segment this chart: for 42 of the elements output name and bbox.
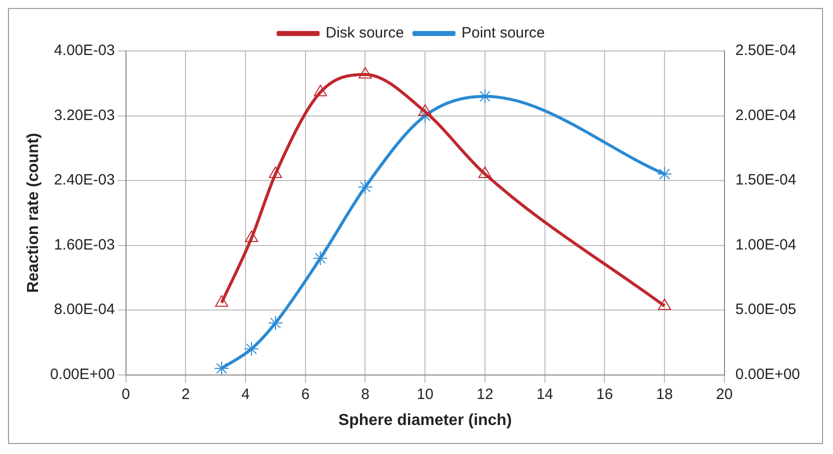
y-tick-label: 3.20E-03 bbox=[54, 106, 115, 124]
y2-tick-label: 2.50E-04 bbox=[735, 42, 796, 60]
y-axis-title: Reaction rate (count) bbox=[25, 132, 42, 293]
x-tick-label: 10 bbox=[416, 386, 434, 403]
x-tick-label: 14 bbox=[536, 386, 554, 403]
point bbox=[268, 315, 283, 330]
point bbox=[657, 166, 672, 182]
y2-tick-label: 1.00E-04 bbox=[735, 236, 796, 254]
y-tick-label: 1.60E-03 bbox=[54, 236, 115, 254]
x-tick-label: 18 bbox=[656, 386, 673, 403]
y2-tick-label: 1.50E-04 bbox=[735, 172, 796, 189]
point bbox=[214, 360, 230, 375]
point bbox=[312, 250, 328, 266]
point bbox=[244, 230, 258, 242]
y2-tick-label: 0.00E+00 bbox=[735, 366, 800, 383]
point bbox=[314, 84, 327, 96]
x-tick-label: 16 bbox=[596, 386, 613, 403]
point bbox=[358, 66, 372, 78]
point bbox=[358, 179, 373, 194]
x-tick-label: 12 bbox=[476, 386, 494, 403]
x-tick-label: 6 bbox=[301, 386, 310, 403]
x-tick-label: 20 bbox=[716, 386, 733, 403]
x-tick-label: 8 bbox=[361, 386, 370, 403]
point bbox=[268, 166, 282, 178]
x-tick-label: 0 bbox=[122, 386, 130, 403]
legend-label: Disk source bbox=[326, 24, 404, 42]
point bbox=[478, 166, 492, 178]
point bbox=[418, 104, 432, 116]
point bbox=[244, 341, 260, 356]
y-tick-label: 8.00E-04 bbox=[54, 301, 115, 318]
y2-tick-label: 5.00E-05 bbox=[735, 301, 796, 318]
x-tick-label: 4 bbox=[241, 386, 250, 403]
y-tick-label: 0.00E+00 bbox=[50, 366, 115, 383]
y-tick-label: 4.00E-03 bbox=[54, 42, 115, 60]
legend-label: Point source bbox=[461, 24, 545, 42]
x-axis-title: Sphere diameter (inch) bbox=[338, 412, 512, 429]
y2-tick-label: 2.00E-04 bbox=[735, 106, 796, 124]
y-tick-label: 2.40E-03 bbox=[54, 172, 115, 189]
point bbox=[658, 298, 672, 310]
point bbox=[418, 108, 433, 124]
point bbox=[215, 295, 228, 307]
x-tick-label: 2 bbox=[182, 386, 190, 403]
